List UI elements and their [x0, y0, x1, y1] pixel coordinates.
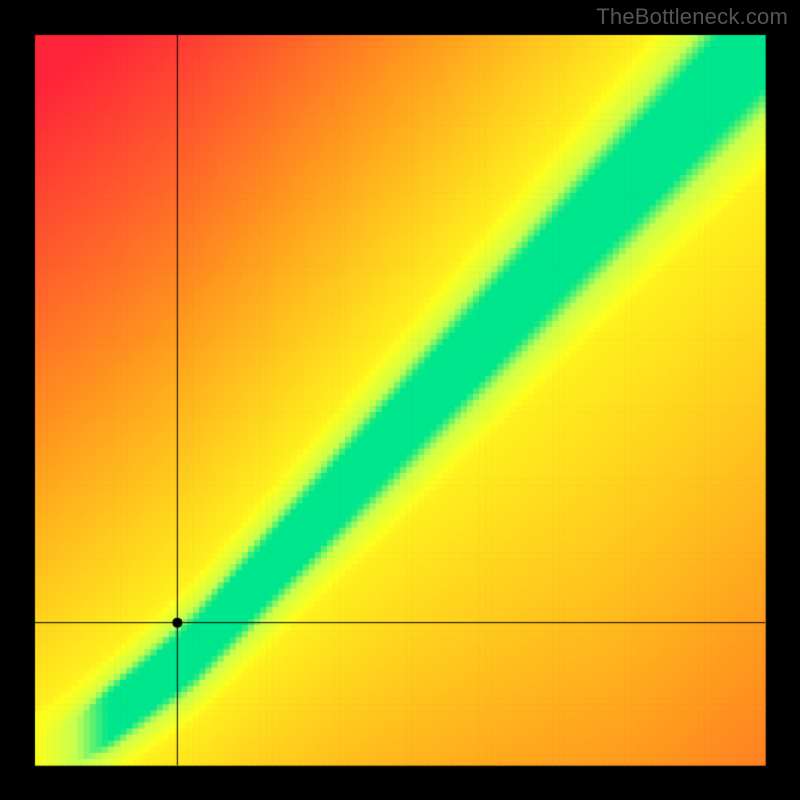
chart-container: TheBottleneck.com [0, 0, 800, 800]
heatmap-canvas [0, 0, 800, 800]
watermark-text: TheBottleneck.com [596, 4, 788, 30]
